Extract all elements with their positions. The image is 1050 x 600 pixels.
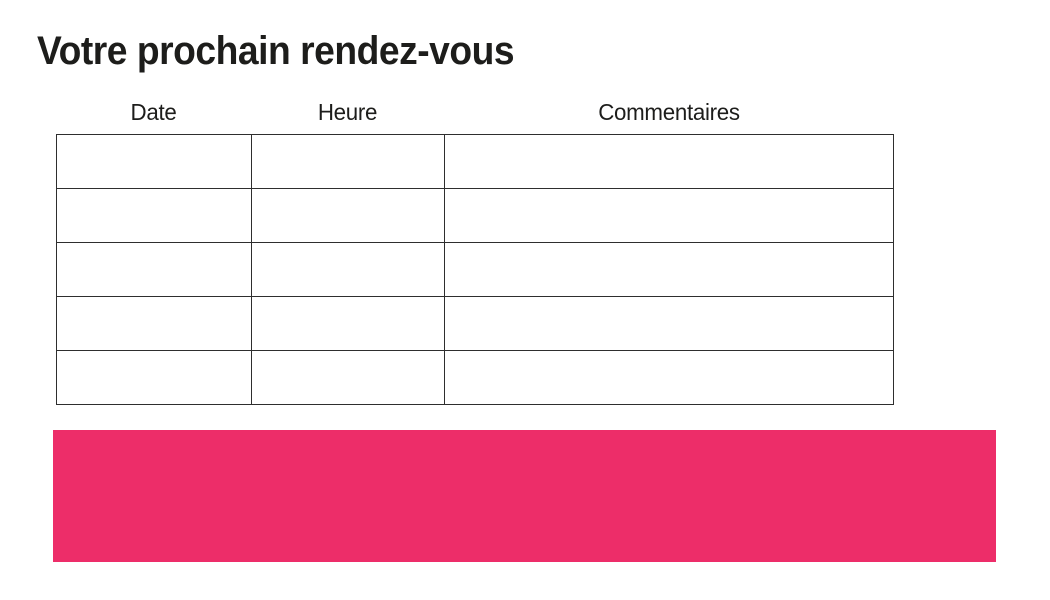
table-cell xyxy=(445,189,893,242)
table-cell xyxy=(57,135,252,189)
table-row xyxy=(57,297,893,352)
table-cell xyxy=(252,189,445,243)
table-cell xyxy=(445,297,893,350)
page-title: Votre prochain rendez-vous xyxy=(37,29,515,73)
table-cell xyxy=(57,297,252,351)
table-cell xyxy=(252,243,445,297)
column-header-date: Date xyxy=(130,99,177,125)
table-body xyxy=(56,134,894,406)
appointments-table: Date Heure Commentaires xyxy=(56,94,894,406)
table-cell xyxy=(252,351,445,405)
column-header-heure: Heure xyxy=(317,99,378,125)
table-cell xyxy=(445,351,893,404)
table-cell xyxy=(57,189,252,243)
table-header-row: Date Heure Commentaires xyxy=(56,94,894,134)
table-cell xyxy=(252,135,445,189)
table-cell xyxy=(445,243,893,296)
table-cell xyxy=(57,351,252,405)
table-row xyxy=(57,135,893,190)
table-row xyxy=(57,351,893,405)
table-cell xyxy=(445,135,893,188)
table-cell xyxy=(252,297,445,351)
footer-accent-block xyxy=(53,430,996,562)
table-cell xyxy=(57,243,252,297)
column-header-commentaires: Commentaires xyxy=(598,99,740,125)
table-row xyxy=(57,189,893,244)
table-row xyxy=(57,243,893,298)
